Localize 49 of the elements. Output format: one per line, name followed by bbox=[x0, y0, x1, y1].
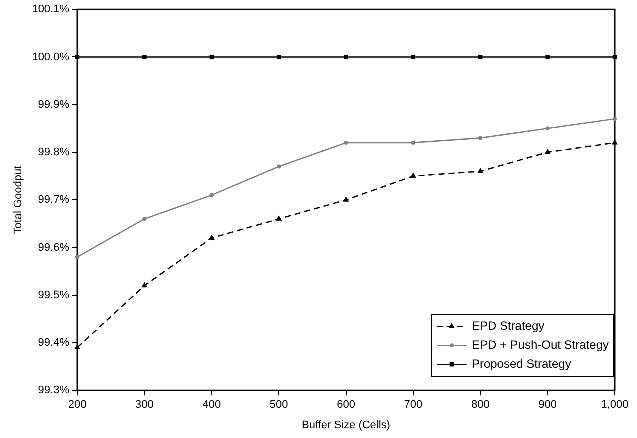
point bbox=[613, 117, 617, 122]
point bbox=[142, 217, 147, 222]
point bbox=[76, 255, 80, 260]
x-axis-title: Buffer Size (Cells) bbox=[302, 419, 390, 432]
point bbox=[478, 136, 483, 140]
point bbox=[344, 140, 348, 145]
y-tick-label: 100.1% bbox=[32, 4, 70, 16]
x-tick-label: 800 bbox=[471, 399, 490, 412]
y-axis-title: Total Goodput bbox=[12, 166, 25, 234]
legend-label: EPD + Push-Out Strategy bbox=[472, 338, 609, 352]
y-tick-label: 99.5% bbox=[38, 289, 70, 302]
y-tick-label: 99.3% bbox=[38, 384, 70, 397]
point bbox=[612, 55, 618, 60]
point bbox=[74, 344, 81, 350]
point bbox=[343, 196, 350, 202]
point bbox=[546, 126, 550, 131]
x-tick-label: 500 bbox=[270, 399, 288, 412]
point bbox=[276, 55, 282, 60]
point bbox=[75, 55, 80, 60]
x-tick-label: 600 bbox=[337, 399, 356, 412]
point bbox=[478, 55, 483, 60]
point bbox=[277, 164, 282, 169]
legend-label: Proposed Strategy bbox=[472, 356, 572, 371]
y-tick-label: 99.8% bbox=[38, 146, 70, 159]
point bbox=[344, 55, 348, 60]
x-tick-label: 700 bbox=[404, 399, 423, 412]
y-tick-label: 99.7% bbox=[38, 194, 70, 206]
x-tick-label: 300 bbox=[136, 399, 154, 412]
x-tick-label: 400 bbox=[202, 399, 222, 412]
x-tick-label: 1,000 bbox=[601, 399, 629, 412]
y-tick-label: 99.4% bbox=[38, 337, 70, 350]
point bbox=[142, 282, 148, 288]
x-tick-label: 900 bbox=[538, 399, 557, 412]
legend-label: EPD Strategy bbox=[472, 318, 545, 333]
point bbox=[210, 193, 214, 198]
point bbox=[478, 168, 484, 174]
y-tick-label: 99.6% bbox=[38, 242, 70, 254]
y-tick-label: 100.0% bbox=[32, 51, 70, 64]
point bbox=[276, 216, 282, 221]
point bbox=[410, 172, 416, 178]
x-tick-label: 200 bbox=[68, 399, 87, 412]
y-tick-label: 99.9% bbox=[38, 98, 70, 111]
point bbox=[142, 55, 147, 60]
point bbox=[546, 55, 550, 60]
point bbox=[210, 55, 214, 60]
point bbox=[208, 234, 215, 240]
point bbox=[411, 55, 416, 60]
point bbox=[544, 148, 551, 154]
point bbox=[411, 140, 416, 145]
